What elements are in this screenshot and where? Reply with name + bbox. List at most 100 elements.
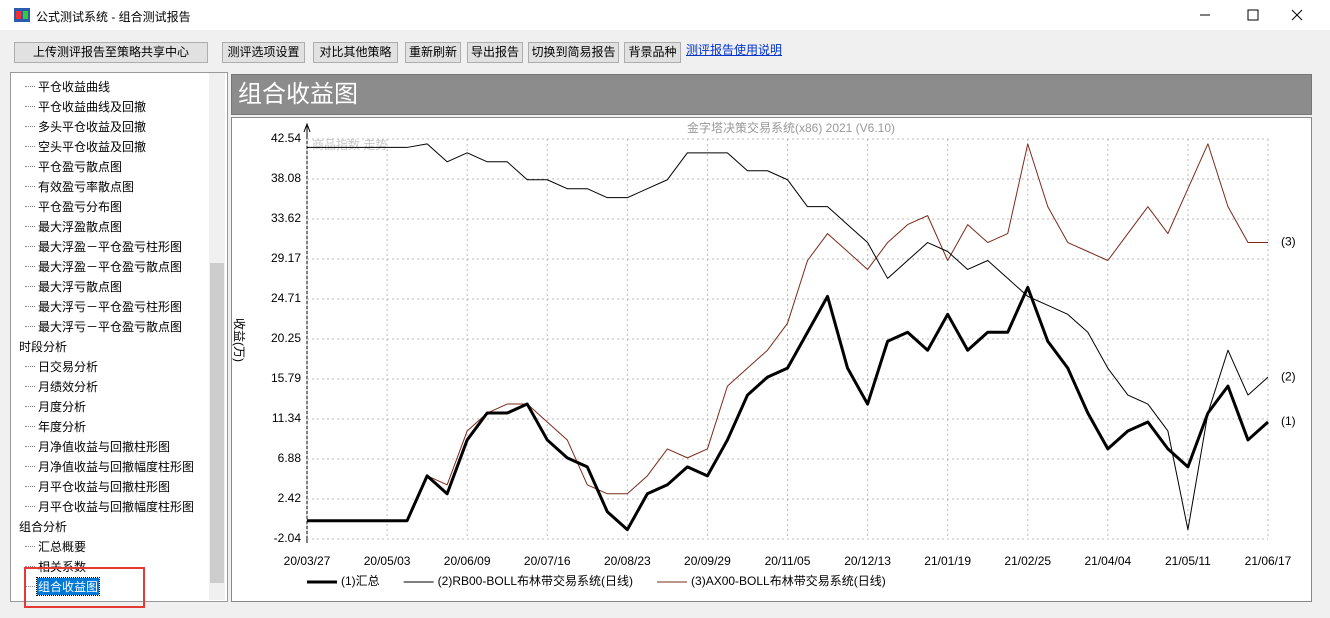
tree-item[interactable]: 平仓收益曲线	[38, 80, 111, 94]
y-axis-label: 收益(万)	[232, 318, 246, 362]
toolbar-button[interactable]: 背景品种	[624, 42, 681, 63]
series-line	[307, 285, 1270, 532]
y-tick-label: 6.88	[278, 451, 302, 465]
series-end-label: (3)	[1281, 235, 1296, 249]
tree-item[interactable]: 多头平仓收益及回撤	[38, 120, 147, 134]
tree-line	[25, 506, 35, 507]
window-controls[interactable]	[1180, 0, 1330, 30]
series-line	[307, 143, 1269, 531]
y-axis-arrow	[303, 122, 311, 133]
tree-item[interactable]: 年度分析	[38, 420, 87, 434]
tree-line	[25, 246, 35, 247]
tree-item[interactable]: 最大浮亏散点图	[38, 280, 123, 294]
toolbar-button[interactable]: 切换到简易报告	[528, 42, 619, 63]
tree-line	[25, 566, 35, 567]
tree-line	[25, 206, 35, 207]
x-tick-label: 21/02/25	[1004, 554, 1051, 568]
x-tick-label: 20/06/09	[444, 554, 491, 568]
tree-item[interactable]: 时段分析	[19, 340, 68, 354]
x-tick-label: 20/07/16	[524, 554, 571, 568]
tree-line	[25, 426, 35, 427]
tree-item[interactable]: 月绩效分析	[38, 380, 99, 394]
y-tick-label: 11.34	[272, 411, 301, 425]
tree-line	[25, 126, 35, 127]
tree-item[interactable]: 组合分析	[19, 520, 68, 534]
y-tick-label: 38.08	[271, 171, 301, 185]
tree-item[interactable]: 有效盈亏率散点图	[38, 180, 135, 194]
tree-line	[25, 326, 35, 327]
scrollbar[interactable]	[209, 73, 225, 600]
x-tick-label: 20/05/03	[364, 554, 411, 568]
series-end-label: (2)	[1281, 369, 1296, 383]
x-tick-label: 21/06/17	[1245, 554, 1292, 568]
highlight-box	[24, 567, 145, 608]
tree-line	[25, 446, 35, 447]
tree-item[interactable]: 平仓盈亏散点图	[38, 160, 123, 174]
x-tick-label: 20/12/13	[844, 554, 891, 568]
tree-line	[25, 486, 35, 487]
legend-label: (1)汇总	[341, 574, 380, 588]
x-tick-label: 20/03/27	[284, 554, 331, 568]
tree-line	[25, 406, 35, 407]
annotation: 商品指数 走势	[312, 137, 387, 152]
tree-line	[25, 86, 35, 87]
y-tick-label: 24.71	[271, 291, 301, 305]
toolbar-button[interactable]: 对比其他策略	[313, 42, 398, 63]
x-tick-label: 21/05/11	[1165, 554, 1211, 568]
y-tick-label: 15.79	[271, 371, 301, 385]
y-tick-label: 33.62	[271, 211, 301, 225]
tree-line	[25, 226, 35, 227]
tree-item[interactable]: 最大浮亏－平仓盈亏散点图	[38, 320, 183, 334]
tree-line	[25, 166, 35, 167]
toolbar-button[interactable]: 重新刷新	[405, 42, 461, 63]
tree-view: 平仓收益曲线平仓收益曲线及回撤 多头平仓收益及回撤 空头平仓收益及回撤 平仓盈亏散点图…	[10, 72, 228, 602]
y-tick-label: 29.17	[271, 251, 301, 265]
x-tick-label: 20/09/29	[684, 554, 731, 568]
tree-item[interactable]: 最大浮亏－平仓盈亏柱形图	[38, 300, 183, 314]
tree-item[interactable]: 最大浮盈－平仓盈亏散点图	[38, 260, 183, 274]
tree-line	[25, 306, 35, 307]
tree-item[interactable]: 月度分析	[38, 400, 87, 414]
tree-item[interactable]: 最大浮盈－平仓盈亏柱形图	[38, 240, 183, 254]
tree-item[interactable]: 月平仓收益与回撤幅度柱形图	[38, 500, 195, 514]
tree-line	[25, 386, 35, 387]
tree-item[interactable]: 月平仓收益与回撤柱形图	[38, 480, 171, 494]
legend-label: (3)AX00-BOLL布林带交易系统(日线)	[691, 573, 886, 588]
tree-item[interactable]: 日交易分析	[38, 360, 99, 374]
tree-item[interactable]: 月净值收益与回撤柱形图	[38, 440, 171, 454]
tree-line	[25, 146, 35, 147]
x-tick-label: 21/04/04	[1084, 554, 1131, 568]
scroll-thumb[interactable]	[210, 263, 224, 583]
toolbar-button[interactable]: 导出报告	[467, 42, 523, 63]
tree-line	[25, 286, 35, 287]
y-tick-label: 42.54	[271, 131, 301, 145]
chart: 金字塔决策交易系统(x86) 2021 (V6.10) 商品指数 走势 收益(万…	[232, 120, 1296, 588]
tree-item[interactable]: 月净值收益与回撤幅度柱形图	[38, 460, 195, 474]
chart-box: 金字塔决策交易系统(x86) 2021 (V6.10) 商品指数 走势 收益(万…	[231, 117, 1312, 602]
chart-title: 金字塔决策交易系统(x86) 2021 (V6.10)	[687, 120, 895, 135]
tree-line	[25, 266, 35, 267]
y-tick-label: 20.25	[271, 331, 301, 345]
series-end-label: (1)	[1281, 414, 1296, 428]
x-tick-label: 20/08/23	[604, 554, 651, 568]
tree-line	[25, 106, 35, 107]
help-link[interactable]: 测评报告使用说明	[686, 43, 783, 57]
tree-item[interactable]: 平仓盈亏分布图	[38, 200, 123, 214]
tree-item[interactable]: 组合收益图	[35, 577, 101, 596]
series-line	[426, 143, 1268, 495]
tree-line	[25, 586, 35, 587]
x-tick-label: 21/01/19	[924, 554, 971, 568]
tree-line	[25, 466, 35, 467]
app-icon	[14, 8, 30, 22]
legend-label: (2)RB00-BOLL布林带交易系统(日线)	[438, 573, 633, 588]
tree-item[interactable]: 最大浮盈散点图	[38, 220, 123, 234]
y-tick-label: -2.04	[274, 531, 302, 545]
tree-item[interactable]: 汇总概要	[38, 540, 87, 554]
tree-item[interactable]: 平仓收益曲线及回撤	[38, 100, 147, 114]
toolbar-button[interactable]: 测评选项设置	[222, 42, 305, 63]
window-title: 公式测试系统 - 组合测试报告	[36, 10, 191, 24]
toolbar-button[interactable]: 上传测评报告至策略共享中心	[14, 42, 208, 63]
tree-line	[25, 186, 35, 187]
tree-item[interactable]: 空头平仓收益及回撤	[38, 140, 147, 154]
